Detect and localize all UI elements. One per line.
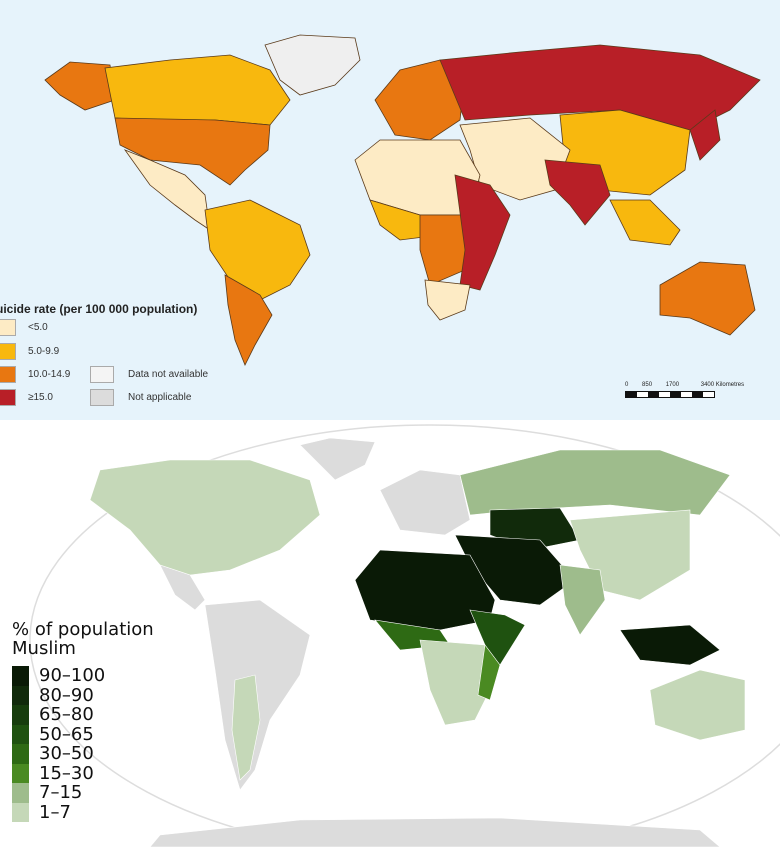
east-africa-coast (477, 644, 501, 701)
australia (649, 669, 746, 741)
legend-swatch (12, 763, 29, 783)
legend-label: 30–50 (39, 743, 94, 765)
indonesia (619, 624, 721, 666)
legend-row: 1–7 (12, 801, 154, 823)
legend-label: Data not available (128, 369, 209, 380)
legend-title: Muslim (12, 638, 76, 659)
india (544, 159, 611, 226)
legend-row: 7–15 (12, 782, 154, 804)
russia (459, 449, 731, 516)
europe (379, 469, 471, 536)
legend-label: 65–80 (39, 704, 94, 726)
legend-row: 50–65 (12, 723, 154, 745)
se-asia (609, 199, 681, 246)
alaska (44, 61, 116, 111)
muslim-map-shapes (29, 424, 780, 847)
legend-swatch (12, 685, 29, 705)
legend-swatch (0, 319, 16, 336)
india (559, 564, 606, 636)
legend-swatch (12, 724, 29, 744)
suicide-legend: uicide rate (per 100 000 population) (0, 302, 197, 316)
legend-label: 1–7 (39, 801, 71, 823)
legend-label: 90–100 (39, 665, 106, 687)
legend-title: uicide rate (per 100 000 population) (0, 302, 198, 316)
legend-row: 90–100 (12, 665, 154, 687)
legend-label: <5.0 (28, 322, 48, 333)
scale-label: 1700 (665, 382, 680, 388)
muslim-legend: % of population Muslim 90–100 80–90 65–8… (12, 619, 154, 823)
legend-title: % of population (12, 619, 154, 640)
legend-label: 7–15 (39, 782, 83, 804)
legend-label: 10.0-14.9 (28, 369, 71, 380)
legend-swatch (0, 343, 16, 360)
suicide-map-shapes (44, 34, 761, 366)
scale-label: 850 (642, 382, 653, 388)
legend-swatch (90, 366, 114, 383)
legend-label: 50–65 (39, 723, 94, 745)
north-america (89, 459, 321, 576)
central-america (159, 564, 206, 611)
legend-label: 80–90 (39, 684, 94, 706)
legend-label: 15–30 (39, 762, 94, 784)
legend-swatch (12, 666, 29, 686)
legend-row: 65–80 (12, 704, 154, 726)
legend-swatch (12, 744, 29, 764)
legend-label: Not applicable (128, 392, 192, 403)
scale-bar: 0 850 1700 3400 Kilometres (625, 382, 744, 398)
southern-africa (424, 279, 471, 321)
legend-row: 15–30 (12, 762, 154, 784)
legend-label: ≥15.0 (28, 392, 53, 403)
legend-swatch (12, 705, 29, 725)
legend-row: 30–50 (12, 743, 154, 765)
south-america-north (204, 199, 311, 301)
japan (689, 109, 721, 161)
scale-label: 3400 Kilometres (700, 382, 745, 388)
south-america-south (224, 274, 273, 366)
argentina (231, 674, 261, 781)
legend-swatch (12, 802, 29, 822)
legend-row: 80–90 (12, 684, 154, 706)
russia (439, 44, 761, 131)
horn-africa (469, 609, 526, 666)
legend-swatch (0, 389, 16, 406)
legend-swatch (0, 366, 16, 383)
legend-swatch (12, 783, 29, 803)
scale-bar-graphic (625, 391, 715, 398)
scale-label: 0 (625, 382, 629, 388)
east-africa (454, 174, 511, 291)
greenland (264, 34, 361, 96)
middle-east (459, 117, 571, 201)
usa (114, 117, 271, 186)
canada (104, 54, 291, 126)
australia (659, 261, 756, 336)
muslim-population-map (0, 420, 780, 847)
greenland (299, 437, 376, 481)
legend-label: 5.0-9.9 (28, 346, 60, 357)
suicide-rate-map: uicide rate (per 100 000 population) <5.… (0, 0, 780, 420)
antarctica (149, 817, 721, 847)
legend-swatch (90, 389, 114, 406)
